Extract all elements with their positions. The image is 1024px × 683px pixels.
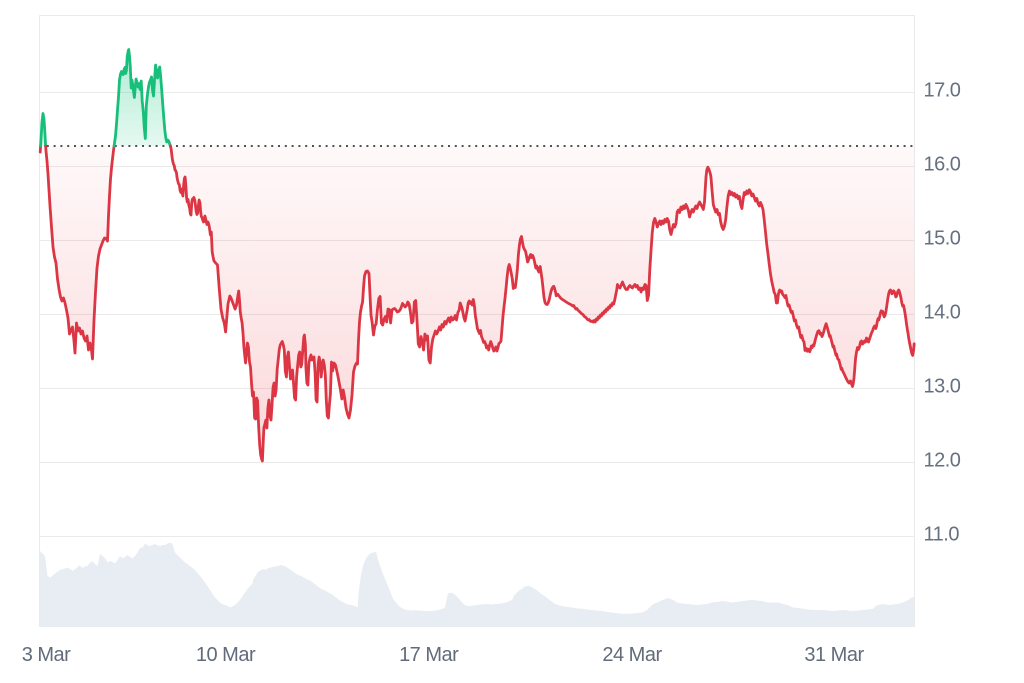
- svg-text:11.0: 11.0: [924, 524, 960, 546]
- svg-text:12.0: 12.0: [924, 450, 961, 472]
- svg-text:31 Mar: 31 Mar: [804, 644, 864, 666]
- svg-text:10 Mar: 10 Mar: [196, 644, 256, 666]
- svg-text:16.0: 16.0: [924, 154, 961, 176]
- svg-text:17.0: 17.0: [924, 80, 961, 102]
- svg-text:14.0: 14.0: [924, 302, 961, 324]
- svg-text:24 Mar: 24 Mar: [602, 644, 662, 666]
- svg-text:17 Mar: 17 Mar: [399, 644, 459, 666]
- svg-text:3 Mar: 3 Mar: [22, 644, 71, 666]
- svg-text:13.0: 13.0: [924, 376, 961, 398]
- svg-text:15.0: 15.0: [924, 228, 961, 250]
